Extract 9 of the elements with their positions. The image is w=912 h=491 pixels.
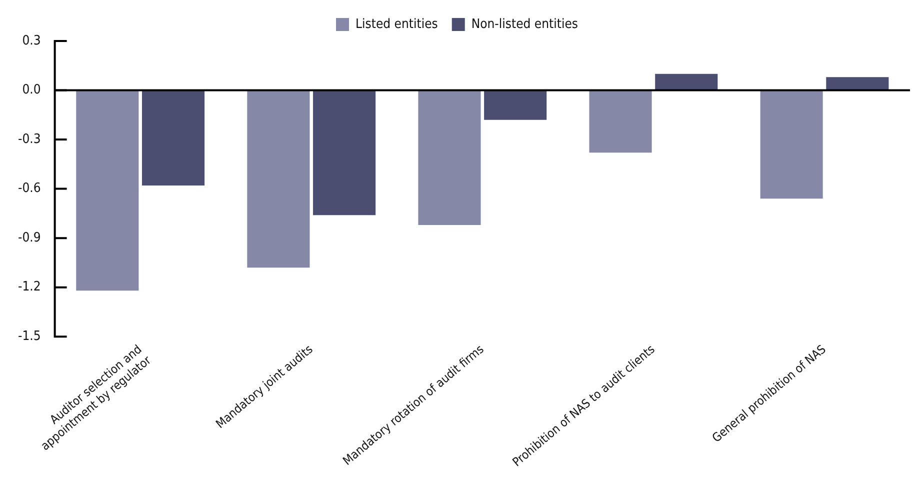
y-tick-label: 0.0 [22, 82, 41, 98]
y-tick-label: -1.5 [18, 328, 41, 344]
y-tick-label: 0.3 [22, 33, 41, 48]
legend-label: Listed entities [356, 16, 438, 32]
y-tick-label: -0.9 [18, 230, 41, 246]
y-tick-label: -0.6 [18, 181, 41, 196]
y-tick-label: -1.2 [18, 280, 41, 295]
legend-label: Non-listed entities [471, 16, 578, 32]
y-tick-label: -0.3 [18, 132, 41, 147]
